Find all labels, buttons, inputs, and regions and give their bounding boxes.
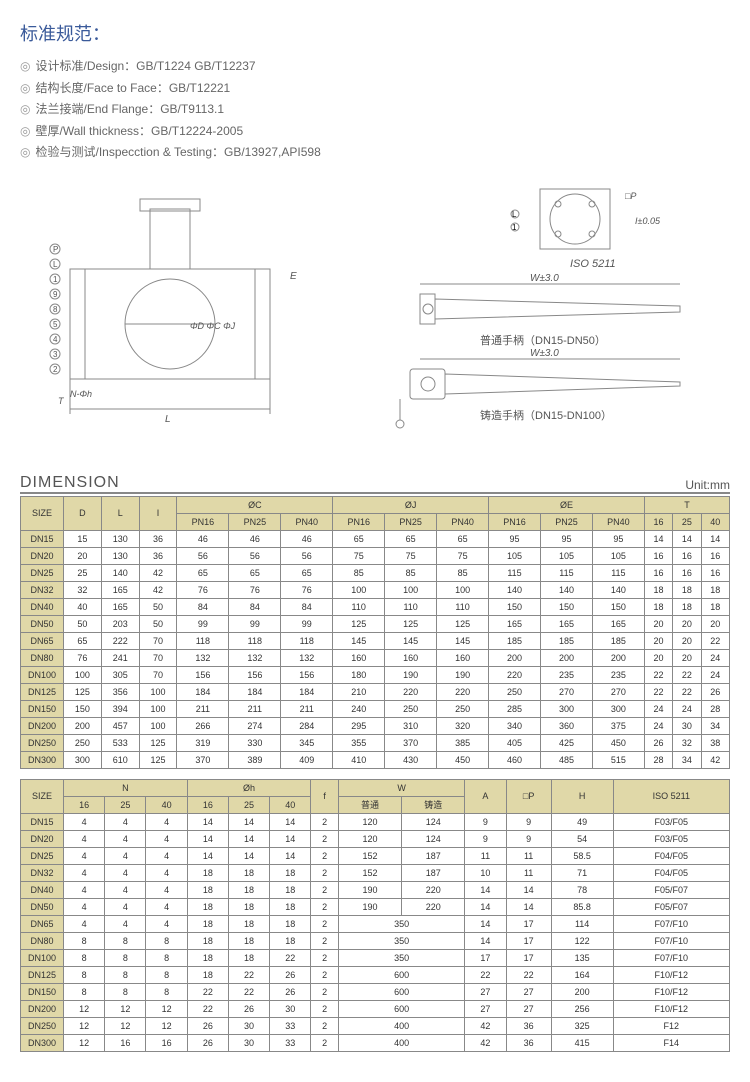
svg-text:ΦD ΦC ΦJ: ΦD ΦC ΦJ xyxy=(190,321,236,331)
svg-text:L: L xyxy=(512,210,517,219)
dimension-header: DIMENSION Unit:mm xyxy=(20,474,730,494)
specs-list: ◎设计标准/Design：GB/T1224 GB/T12237◎结构长度/Fac… xyxy=(20,56,730,164)
spec-line: ◎法兰接端/End Flange：GB/T9113.1 xyxy=(20,99,730,121)
svg-text:T: T xyxy=(58,396,65,406)
svg-text:E: E xyxy=(290,271,297,282)
svg-text:ISO 5211: ISO 5211 xyxy=(570,258,616,270)
svg-text:W±3.0: W±3.0 xyxy=(530,273,559,284)
svg-text:L: L xyxy=(165,414,171,425)
svg-text:1: 1 xyxy=(512,223,517,232)
svg-text:1: 1 xyxy=(53,275,58,284)
svg-text:P: P xyxy=(53,245,58,254)
spec-line: ◎结构长度/Face to Face：GB/T12221 xyxy=(20,78,730,100)
svg-text:5: 5 xyxy=(53,320,58,329)
svg-text:铸造手柄（DN15-DN100）: 铸造手柄（DN15-DN100） xyxy=(480,408,612,422)
svg-text:2: 2 xyxy=(53,365,58,374)
svg-text:□P: □P xyxy=(625,191,636,201)
technical-diagram: L ΦD ΦC ΦJ N-Φh T E P L 1 9 8 5 4 3 2 □P… xyxy=(20,179,730,459)
svg-text:I±0.05: I±0.05 xyxy=(635,216,661,226)
dimension-table-2: SIZENØhfWA□PHISO 5211162540162540普通铸造DN1… xyxy=(20,779,730,1052)
dimension-table-1: SIZEDLIØCØJØETPN16PN25PN40PN16PN25PN40PN… xyxy=(20,496,730,769)
dim-title: DIMENSION xyxy=(20,474,120,492)
svg-text:9: 9 xyxy=(53,290,58,299)
svg-text:L: L xyxy=(53,260,58,269)
svg-text:普通手柄（DN15-DN50）: 普通手柄（DN15-DN50） xyxy=(480,333,606,347)
spec-line: ◎设计标准/Design：GB/T1224 GB/T12237 xyxy=(20,56,730,78)
svg-text:W±3.0: W±3.0 xyxy=(530,348,559,359)
unit-label: Unit:mm xyxy=(685,478,730,492)
spec-line: ◎检验与测试/Inspecction & Testing：GB/13927,AP… xyxy=(20,142,730,164)
svg-text:8: 8 xyxy=(53,305,58,314)
spec-line: ◎壁厚/Wall thickness：GB/T12224-2005 xyxy=(20,121,730,143)
svg-text:4: 4 xyxy=(53,335,58,344)
svg-text:3: 3 xyxy=(53,350,58,359)
svg-text:N-Φh: N-Φh xyxy=(70,389,92,399)
page-title: 标准规范： xyxy=(20,20,730,46)
